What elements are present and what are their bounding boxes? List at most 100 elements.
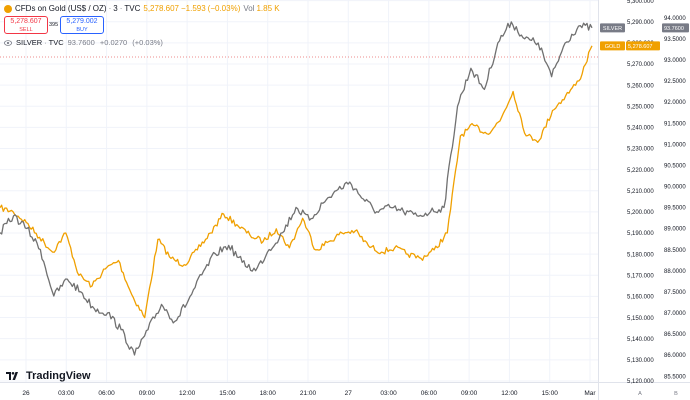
silver-price-tick-label: 94.0000 — [664, 16, 686, 22]
last-value-badges: GOLD 5,278.607 SILVER 93.7600 — [600, 23, 689, 51]
time-tick-label: 03:00 — [380, 390, 397, 397]
buy-price: 5,279.002 — [66, 18, 98, 25]
comparison-last: 93.7600 — [67, 38, 95, 47]
gold-value-badge-label: 5,278.607 — [628, 44, 652, 50]
volume-label: Vol — [243, 4, 255, 13]
gold-price-tick-label: 5,290.000 — [627, 20, 654, 26]
silver-price-tick-label: 88.5000 — [664, 248, 686, 254]
comparison-source: TVC — [48, 38, 64, 47]
silver-name-badge — [600, 23, 625, 33]
data-source: TVC — [124, 4, 141, 13]
comparison-change: +0.0270 — [99, 38, 128, 47]
gold-price-tick-label: 5,200.000 — [627, 210, 654, 216]
silver-price-tick-label: 93.0000 — [664, 58, 686, 64]
brand-name: TradingView — [26, 370, 91, 382]
spread-value: 395 — [49, 22, 59, 28]
sell-label: SELL — [19, 27, 33, 33]
time-tick-label: 27 — [345, 390, 353, 397]
time-tick-label: 12:00 — [501, 390, 518, 397]
time-axis[interactable]: 26 03:00 06:00 09:00 12:00 15:00 18:00 21:00 27 0… — [22, 390, 596, 397]
main-symbol-legend[interactable]: CFDs on Gold (US$ / OZ) · 3 · TVC 5,278.… — [4, 4, 280, 13]
gold-price-tick-label: 5,160.000 — [627, 295, 654, 301]
gold-price-tick-label: 5,300.000 — [627, 0, 654, 5]
gold-price-tick-label: 5,270.000 — [627, 62, 654, 68]
silver-price-tick-label: 91.5000 — [664, 121, 686, 127]
gold-series-line — [0, 45, 593, 319]
silver-price-tick-label: 86.5000 — [664, 332, 686, 338]
time-tick-label: Mar — [584, 390, 596, 397]
interval: 3 — [113, 4, 118, 13]
eye-icon[interactable] — [4, 39, 12, 46]
silver-value-badge-label: 93.7600 — [664, 26, 684, 32]
buy-button[interactable]: 5,279.002 BUY — [60, 16, 104, 34]
silver-price-tick-label: 93.5000 — [664, 37, 686, 43]
gold-value-badge — [626, 41, 660, 51]
comparison-change-percent: (+0.03%) — [132, 38, 163, 47]
silver-price-tick-label: 86.0000 — [664, 353, 686, 359]
time-tick-label: 06:00 — [98, 390, 115, 397]
gold-name-badge-label: GOLD — [605, 44, 621, 50]
silver-price-tick-label: 87.0000 — [664, 311, 686, 317]
gold-price-tick-label: 5,230.000 — [627, 147, 654, 153]
silver-price-tick-label: 85.5000 — [664, 374, 686, 380]
comparison-legend[interactable]: SILVER · TVC 93.7600 +0.0270 (+0.03%) — [4, 38, 166, 47]
price-change: −1.593 — [180, 4, 206, 13]
gold-price-tick-label: 5,240.000 — [627, 126, 654, 132]
gold-price-tick-label: 5,140.000 — [627, 337, 654, 343]
gold-price-tick-label: 5,220.000 — [627, 168, 654, 174]
series-lines — [0, 21, 593, 356]
gold-price-tick-label: 5,150.000 — [627, 316, 654, 322]
gold-price-tick-label: 5,180.000 — [627, 252, 654, 258]
gold-price-tick-label: 5,190.000 — [627, 231, 654, 237]
comparison-symbol: SILVER — [16, 38, 43, 47]
time-tick-label: 26 — [22, 390, 30, 397]
silver-price-tick-label: 91.0000 — [664, 142, 686, 148]
time-tick-label: 09:00 — [461, 390, 478, 397]
silver-value-badge — [662, 23, 689, 33]
time-tick-label: 06:00 — [421, 390, 438, 397]
buy-label: BUY — [76, 27, 88, 33]
axis-scale-toggle: B — [674, 391, 678, 397]
silver-price-tick-label: 92.0000 — [664, 100, 686, 106]
price-axis-gold[interactable]: 5,300.0005,290.0005,280.0005,270.0005,26… — [627, 0, 654, 385]
axis-scale-toggle: A — [638, 391, 642, 397]
silver-price-tick-label: 90.5000 — [664, 163, 686, 169]
sell-price: 5,278.607 — [10, 18, 42, 25]
time-tick-label: 12:00 — [179, 390, 196, 397]
tradingview-logo-icon — [6, 372, 18, 380]
gold-price-tick-label: 5,250.000 — [627, 104, 654, 110]
time-tick-label: 18:00 — [260, 390, 277, 397]
gold-price-tick-label: 5,210.000 — [627, 189, 654, 195]
time-tick-label: 15:00 — [542, 390, 559, 397]
grid — [0, 0, 598, 382]
time-tick-label: 03:00 — [58, 390, 75, 397]
silver-price-tick-label: 90.0000 — [664, 185, 686, 191]
gold-price-tick-label: 5,170.000 — [627, 274, 654, 280]
time-tick-label: 09:00 — [139, 390, 156, 397]
tradingview-logo[interactable]: TradingView — [6, 370, 91, 382]
volume-value: 1.85 K — [256, 4, 280, 13]
gold-price-tick-label: 5,130.000 — [627, 358, 654, 364]
silver-price-tick-label: 87.5000 — [664, 290, 686, 296]
comparison-values: 93.7600 +0.0270 (+0.03%) — [68, 38, 166, 47]
chart-legend: CFDs on Gold (US$ / OZ) · 3 · TVC 5,278.… — [0, 0, 600, 60]
gold-price-tick-label: 5,260.000 — [627, 83, 654, 89]
silver-price-tick-label: 92.5000 — [664, 79, 686, 85]
price-change-percent: (−0.03%) — [207, 4, 241, 13]
time-tick-label: 21:00 — [300, 390, 317, 397]
symbol-title: CFDs on Gold (US$ / OZ) — [15, 4, 107, 13]
ohlc-values: 5,278.607 −1.593 (−0.03%) — [143, 4, 240, 13]
silver-name-badge-label: SILVER — [603, 26, 622, 32]
silver-price-tick-label: 89.0000 — [664, 227, 686, 233]
gold-symbol-icon — [4, 4, 12, 13]
silver-series-line — [0, 21, 593, 356]
gold-price-tick-label: 5,120.000 — [627, 379, 654, 385]
last-price: 5,278.607 — [143, 4, 179, 13]
gold-name-badge — [600, 41, 625, 51]
price-axis-silver[interactable]: 94.0000 93.5000 93.0000 92.5000 92.0000 91.50… — [638, 16, 686, 397]
silver-price-tick-label: 88.0000 — [664, 269, 686, 275]
time-tick-label: 15:00 — [219, 390, 236, 397]
sell-button[interactable]: 5,278.607 SELL — [4, 16, 48, 34]
